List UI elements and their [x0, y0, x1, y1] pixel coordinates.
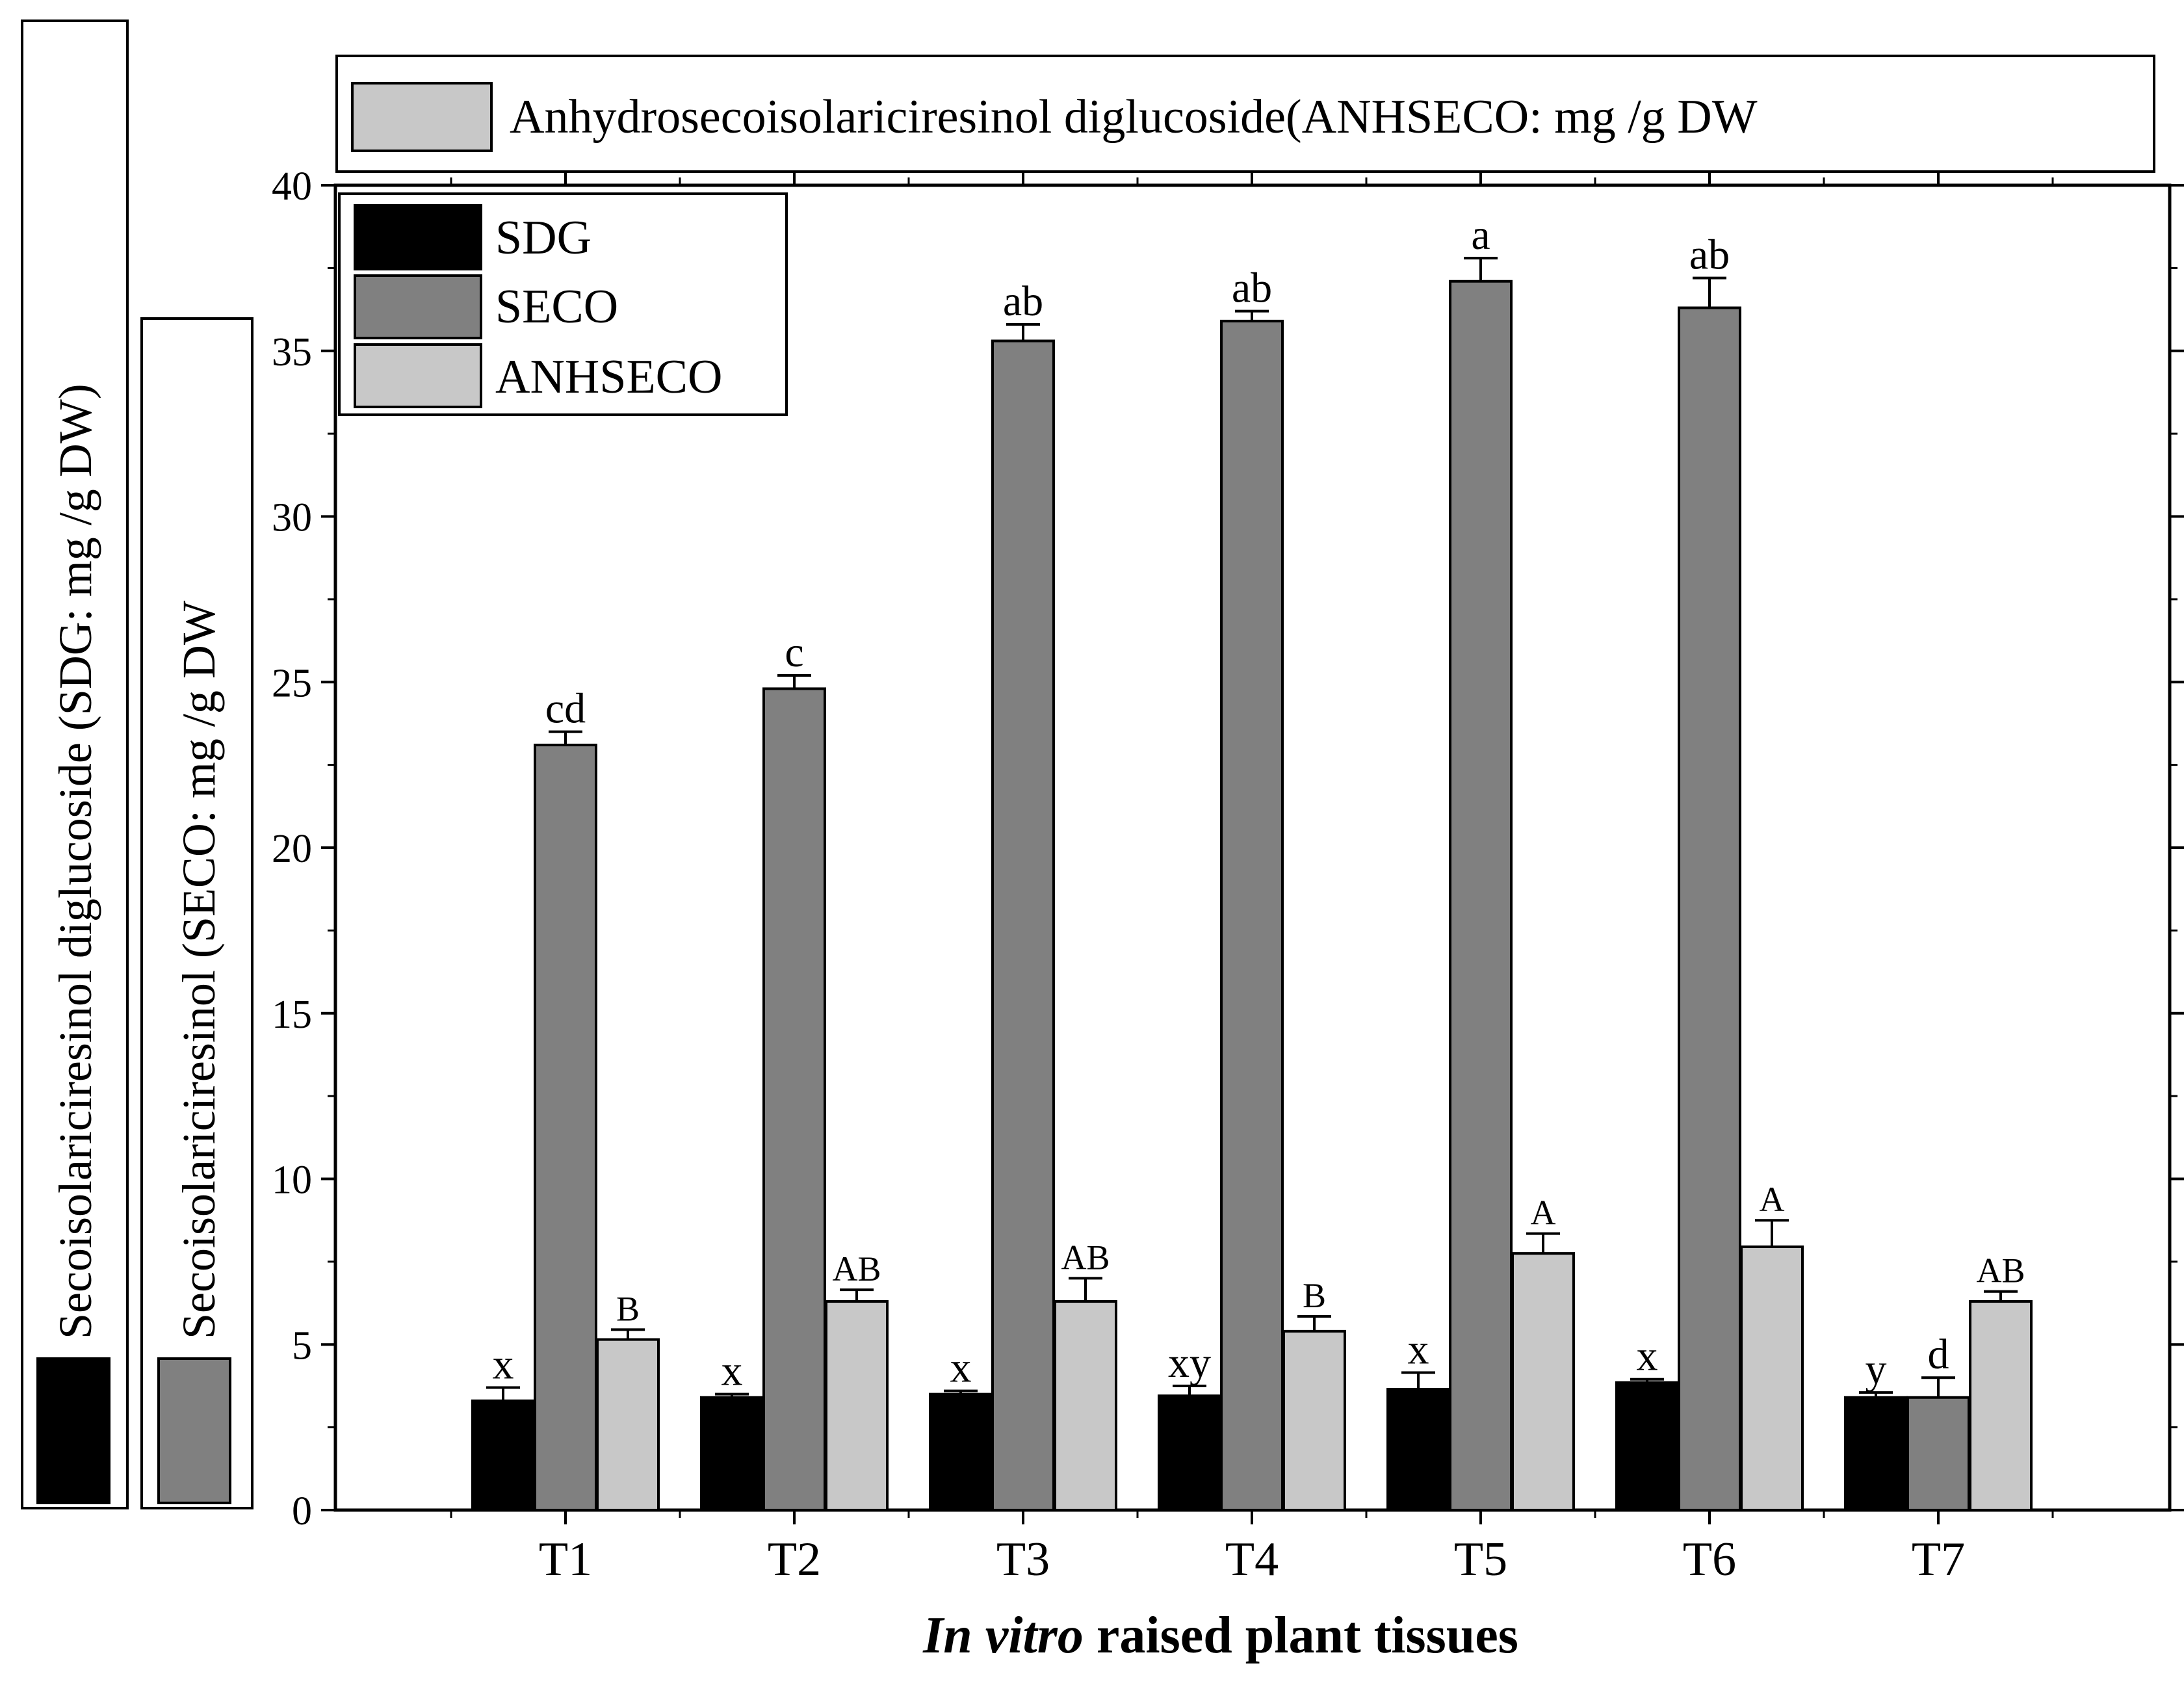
bar-seco	[762, 687, 826, 1511]
y-tick-label: 10	[272, 1158, 312, 1203]
bar-anhseco	[1054, 1300, 1117, 1511]
sdg-axis-title: Secoisolariciresinol diglucoside (SDG: m…	[49, 384, 101, 1339]
seco-axis-title-box: Secoisolariciresinol (SECO: mg /g DW	[140, 317, 254, 1509]
x-axis-title: In vitro raised plant tissues	[922, 1607, 1518, 1664]
x-category-label: T7	[1912, 1533, 1965, 1586]
significance-label-sdg: x	[722, 1348, 743, 1395]
significance-label-anhseco: AB	[832, 1249, 881, 1288]
bar-sdg	[1386, 1388, 1450, 1511]
anhseco-axis-swatch	[351, 82, 493, 152]
y-tick-label: 25	[272, 661, 312, 705]
x-category-label: T5	[1454, 1533, 1507, 1586]
significance-label-sdg: x	[1408, 1326, 1429, 1374]
significance-label-sdg: xy	[1168, 1339, 1211, 1387]
significance-label-seco: ab	[1232, 265, 1272, 312]
x-category-label: T2	[768, 1533, 821, 1586]
anhseco-axis-title: Anhydrosecoisolariciresinol diglucoside(…	[510, 90, 1758, 144]
legend-label-seco: SECO	[495, 280, 618, 333]
bar-anhseco	[1740, 1245, 1804, 1511]
x-category-label: T3	[996, 1533, 1050, 1586]
x-axis: T1 T2 T3 T4 T5 T6 T7	[450, 171, 2054, 1586]
y-tick-label: 35	[272, 330, 312, 374]
y-tick-label: 30	[272, 496, 312, 540]
significance-label-anhseco: B	[616, 1289, 640, 1328]
bar-anhseco	[1969, 1300, 2033, 1511]
y-axis: 0 5 10 15 20 25 30 35 40	[272, 164, 2184, 1533]
y-tick-label: 0	[292, 1489, 312, 1533]
significance-label-anhseco: A	[1760, 1180, 1785, 1219]
bar-seco	[1678, 306, 1741, 1511]
y-tick-label: 15	[272, 993, 312, 1037]
legend-swatch-anhseco	[354, 343, 482, 408]
bar-seco	[1906, 1396, 1970, 1512]
x-category-label: T4	[1225, 1533, 1279, 1586]
significance-label-seco: cd	[545, 685, 586, 733]
significance-label-seco: d	[1928, 1331, 1949, 1378]
bar-seco	[534, 744, 597, 1511]
y-tick-label: 5	[292, 1324, 312, 1368]
bar-sdg	[471, 1399, 535, 1511]
legend-label-anhseco: ANHSECO	[495, 350, 722, 404]
significance-label-anhseco: A	[1531, 1194, 1556, 1233]
x-axis-title-rest: raised plant tissues	[1084, 1607, 1518, 1664]
significance-label-seco: a	[1471, 211, 1490, 259]
significance-label-sdg: x	[1637, 1333, 1658, 1380]
bar-anhseco	[1282, 1329, 1346, 1511]
significance-label-seco: ab	[1689, 231, 1730, 279]
seco-axis-title: Secoisolariciresinol (SECO: mg /g DW	[173, 601, 225, 1339]
bar-seco	[991, 339, 1055, 1512]
bar-sdg	[929, 1392, 993, 1512]
bar-seco	[1449, 280, 1513, 1511]
bar-sdg	[1844, 1396, 1908, 1512]
bar-sdg	[700, 1396, 764, 1512]
anhseco-axis-title-box: Anhydrosecoisolariciresinol diglucoside(…	[335, 55, 2155, 173]
significance-label-anhseco: AB	[1061, 1238, 1110, 1277]
sdg-axis-title-box: Secoisolariciresinol diglucoside (SDG: m…	[21, 20, 129, 1509]
sdg-axis-swatch	[36, 1357, 110, 1504]
significance-label-sdg: x	[493, 1340, 514, 1388]
x-category-label: T6	[1683, 1533, 1736, 1586]
legend: SDG SECO ANHSECO	[338, 192, 788, 416]
bars: x cd Bx c AB x ab AB xy ab Bx a Ax ab Ay d AB	[471, 211, 2033, 1512]
bar-sdg	[1158, 1394, 1221, 1511]
significance-label-seco: ab	[1003, 278, 1043, 325]
x-category-label: T1	[539, 1533, 592, 1586]
legend-swatch-seco	[354, 274, 482, 339]
y-tick-label: 20	[272, 827, 312, 871]
bar-anhseco	[825, 1300, 889, 1511]
bar-seco	[1220, 319, 1284, 1511]
seco-axis-swatch	[157, 1357, 231, 1504]
bar-sdg	[1615, 1381, 1679, 1512]
bar-anhseco	[1511, 1252, 1575, 1511]
x-axis-title-italic: In vitro	[922, 1607, 1084, 1664]
legend-swatch-sdg	[354, 204, 482, 270]
significance-label-anhseco: B	[1303, 1276, 1326, 1315]
bar-anhseco	[596, 1338, 660, 1511]
significance-label-anhseco: AB	[1976, 1251, 2025, 1290]
y-tick-label: 40	[272, 164, 312, 209]
legend-label-sdg: SDG	[495, 211, 592, 265]
significance-label-seco: c	[785, 629, 803, 676]
significance-label-sdg: x	[950, 1344, 972, 1392]
significance-label-sdg: y	[1866, 1346, 1887, 1393]
